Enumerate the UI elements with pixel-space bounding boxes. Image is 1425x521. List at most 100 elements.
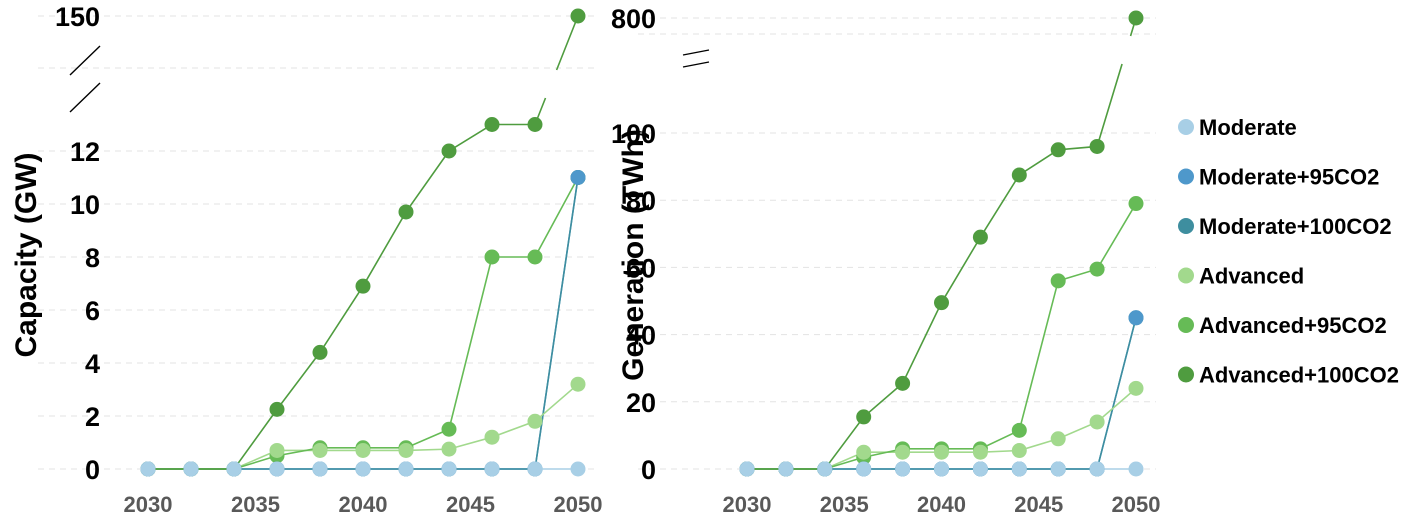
capacity-line-moderate-plus-95co2 bbox=[148, 177, 579, 470]
capacity-point-moderate bbox=[269, 461, 285, 477]
capacity-point-advanced bbox=[355, 442, 371, 458]
legend-label: Moderate+100CO2 bbox=[1199, 214, 1392, 239]
generation-point-advanced bbox=[1089, 414, 1105, 430]
legend-marker bbox=[1178, 267, 1194, 284]
legend-marker bbox=[1178, 366, 1194, 383]
capacity-point-advanced-plus-95co2 bbox=[441, 421, 457, 437]
generation-x-tick-label: 2050 bbox=[1112, 492, 1161, 516]
capacity-y-tick-label: 12 bbox=[70, 137, 100, 167]
capacity-point-moderate bbox=[183, 461, 199, 477]
generation-point-advanced bbox=[895, 444, 911, 460]
legend-item-moderate-plus-100co2: Moderate+100CO2 bbox=[1178, 214, 1392, 239]
generation-point-advanced bbox=[934, 444, 949, 460]
legend-marker bbox=[1178, 317, 1194, 333]
generation-point-moderate-plus-95co2 bbox=[1128, 310, 1144, 326]
generation-x-tick-label: 2030 bbox=[723, 492, 772, 516]
capacity-x-tick-label: 2040 bbox=[339, 492, 388, 516]
capacity-axis-break-mark bbox=[69, 82, 101, 113]
generation-point-advanced-plus-95co2 bbox=[1011, 422, 1027, 438]
generation-point-moderate bbox=[856, 461, 872, 477]
generation-point-advanced-plus-95co2 bbox=[1089, 261, 1105, 277]
capacity-gridlines bbox=[38, 15, 598, 470]
capacity-point-advanced bbox=[570, 376, 586, 392]
capacity-axis-break-mark bbox=[69, 45, 101, 76]
generation-point-moderate bbox=[934, 461, 949, 477]
generation-point-advanced bbox=[856, 444, 872, 460]
generation-point-advanced bbox=[1050, 431, 1066, 447]
generation-point-advanced-plus-100co2 bbox=[1089, 138, 1105, 154]
capacity-point-advanced-plus-100co2 bbox=[484, 117, 500, 132]
capacity-x-tick-label: 2050 bbox=[554, 492, 603, 516]
generation-y-tick-label: 40 bbox=[626, 321, 656, 351]
generation-point-advanced-plus-100co2 bbox=[1011, 167, 1027, 183]
generation-x-tick-label: 2040 bbox=[917, 492, 966, 516]
legend-item-advanced-plus-100co2: Advanced+100CO2 bbox=[1178, 363, 1399, 388]
generation-y-tick-label: 80 bbox=[626, 186, 656, 216]
capacity-y-tick-label: 8 bbox=[85, 243, 100, 273]
generation-y-tick-label: 0 bbox=[641, 455, 656, 485]
legend-item-moderate: Moderate bbox=[1178, 115, 1297, 140]
generation-axis-break-mark bbox=[682, 49, 710, 56]
capacity-point-moderate bbox=[398, 461, 414, 477]
capacity-y-tick-label: 150 bbox=[55, 2, 100, 32]
legend-label: Advanced+95CO2 bbox=[1199, 313, 1387, 338]
capacity-point-advanced-plus-100co2 bbox=[398, 204, 414, 220]
capacity-point-advanced bbox=[398, 442, 414, 458]
capacity-x-tick-label: 2030 bbox=[124, 492, 173, 516]
capacity-point-moderate bbox=[527, 461, 543, 477]
capacity-point-advanced-plus-100co2 bbox=[527, 117, 543, 132]
capacity-point-advanced bbox=[441, 441, 457, 457]
generation-point-moderate bbox=[1089, 461, 1105, 477]
generation-gridlines bbox=[638, 17, 1156, 470]
legend-item-advanced-plus-95co2: Advanced+95CO2 bbox=[1178, 313, 1387, 338]
capacity-point-moderate bbox=[355, 461, 371, 477]
capacity-y-tick-label: 10 bbox=[70, 190, 100, 220]
legend-label: Moderate+95CO2 bbox=[1199, 165, 1379, 190]
capacity-axes: 0 2 4 6 8 10 12 150 2030 2035 2040 2045 2050 bbox=[55, 2, 603, 517]
capacity-point-moderate bbox=[226, 461, 242, 477]
legend-marker bbox=[1178, 168, 1194, 185]
capacity-point-advanced bbox=[484, 429, 500, 445]
capacity-x-tick-label: 2035 bbox=[231, 492, 280, 516]
generation-point-moderate bbox=[1011, 461, 1027, 477]
generation-line-advanced-plus-95co2 bbox=[747, 203, 1137, 470]
generation-point-advanced bbox=[972, 444, 988, 460]
capacity-series-lines bbox=[148, 15, 579, 470]
capacity-y-tick-label: 4 bbox=[85, 349, 100, 379]
generation-point-advanced-plus-100co2 bbox=[856, 409, 872, 425]
generation-point-advanced-plus-95co2 bbox=[1128, 196, 1144, 212]
capacity-point-advanced-plus-100co2 bbox=[269, 401, 285, 417]
generation-y-tick-label: 800 bbox=[611, 4, 656, 34]
capacity-y-axis-label: Capacity (GW) bbox=[10, 152, 43, 357]
legend-marker bbox=[1178, 218, 1194, 234]
legend-label: Moderate bbox=[1199, 115, 1297, 140]
capacity-y-tick-label: 0 bbox=[85, 455, 100, 485]
capacity-point-moderate bbox=[570, 461, 586, 477]
legend-item-advanced: Advanced bbox=[1178, 264, 1304, 289]
generation-point-moderate bbox=[817, 461, 833, 477]
generation-point-advanced-plus-100co2 bbox=[972, 229, 988, 245]
generation-point-advanced-plus-100co2 bbox=[1050, 142, 1066, 158]
generation-point-advanced-plus-100co2 bbox=[934, 295, 949, 311]
legend: Moderate Moderate+95CO2 Moderate+100CO2 Adv… bbox=[1178, 115, 1399, 388]
generation-point-advanced bbox=[1128, 380, 1144, 396]
capacity-point-moderate bbox=[312, 461, 328, 477]
capacity-x-tick-label: 2045 bbox=[446, 492, 495, 516]
capacity-point-advanced-plus-100co2 bbox=[312, 344, 328, 360]
legend-label: Advanced+100CO2 bbox=[1199, 363, 1399, 388]
capacity-point-advanced bbox=[269, 442, 285, 458]
capacity-point-moderate bbox=[484, 461, 500, 477]
generation-point-moderate bbox=[1128, 461, 1144, 477]
generation-y-axis-label: Generation (TWh) bbox=[617, 129, 650, 381]
capacity-point-advanced-plus-100co2 bbox=[570, 8, 586, 24]
capacity-panel: Capacity (GW) 0 2 4 6 8 10 12 150 2030 2035 2040 20… bbox=[10, 2, 603, 517]
capacity-point-advanced-plus-100co2 bbox=[441, 143, 457, 159]
capacity-point-moderate bbox=[441, 461, 457, 477]
generation-point-moderate bbox=[1050, 461, 1066, 477]
generation-point-advanced-plus-95co2 bbox=[1050, 273, 1066, 289]
generation-point-advanced-plus-100co2 bbox=[1128, 10, 1144, 26]
generation-point-moderate bbox=[895, 461, 911, 477]
